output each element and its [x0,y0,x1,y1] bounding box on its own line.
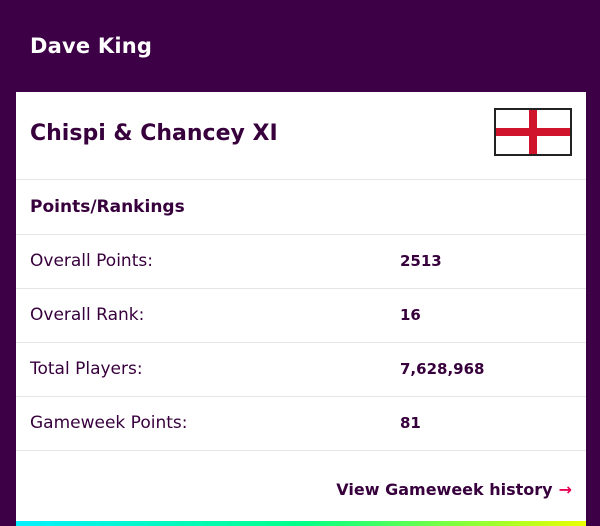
flag-cross-vertical [529,110,537,154]
stat-value: 7,628,968 [400,360,485,378]
stat-row-overall-rank: Overall Rank: 16 [16,289,586,343]
arrow-right-icon: → [558,480,572,499]
manager-name: Dave King [30,34,153,58]
stat-value: 16 [400,306,421,324]
section-title: Points/Rankings [30,197,185,217]
gradient-accent-bar [16,521,586,526]
england-flag-icon [494,108,572,156]
stat-value: 81 [400,414,421,432]
stat-row-overall-points: Overall Points: 2513 [16,235,586,289]
stat-label: Total Players: [30,359,143,379]
team-name: Chispi & Chancey XI [30,121,278,146]
team-header: Chispi & Chancey XI [16,92,586,180]
stat-label: Gameweek Points: [30,413,188,433]
section-header: Points/Rankings [16,180,586,235]
view-gameweek-history-link[interactable]: View Gameweek history → [336,480,572,499]
stat-row-gameweek-points: Gameweek Points: 81 [16,397,586,451]
history-link-label: View Gameweek history [336,480,553,499]
stat-label: Overall Points: [30,251,153,271]
team-card: Chispi & Chancey XI Points/Rankings Over… [16,92,586,526]
stat-label: Overall Rank: [30,305,145,325]
stat-row-total-players: Total Players: 7,628,968 [16,343,586,397]
stat-value: 2513 [400,252,442,270]
